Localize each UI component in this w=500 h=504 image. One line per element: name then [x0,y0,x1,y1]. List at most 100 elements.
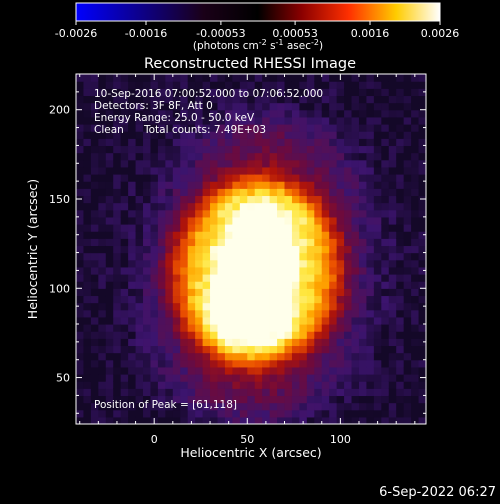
heatmap-cell [254,188,263,197]
heatmap-cell [277,266,286,275]
heatmap-cell [180,88,189,97]
heatmap-cell [262,209,271,218]
heatmap-cell [217,352,226,361]
heatmap-cell [403,124,412,132]
heatmap-cell [262,159,271,168]
heatmap-cell [381,324,390,332]
heatmap-cell [403,166,412,175]
heatmap-cell [314,374,323,382]
heatmap-cell [150,316,159,325]
heatmap-cell [113,166,122,175]
heatmap-cell [299,359,308,368]
heatmap-cell [143,309,152,318]
heatmap-cell [366,181,375,189]
heatmap-cell [76,152,85,161]
heatmap-cell [403,216,412,225]
heatmap-cell [351,145,360,154]
heatmap-cell [418,245,426,254]
heatmap-cell [120,245,129,254]
heatmap-cell [217,395,226,404]
heatmap-cell [351,352,360,361]
heatmap-cell [195,274,204,282]
heatmap-cell [202,331,211,339]
heatmap-cell [254,166,263,175]
heatmap-cell [113,281,122,289]
heatmap-cell [150,145,159,154]
heatmap-cell [135,338,144,347]
heatmap-cell [366,381,375,389]
heatmap-cell [247,195,256,204]
heatmap-cell [143,145,152,154]
heatmap-cell [187,216,196,225]
heatmap-cell [269,124,278,132]
heatmap-cell [76,188,85,197]
heatmap-cell [388,359,397,368]
heatmap-cell [98,231,107,239]
heatmap-cell [314,102,323,111]
heatmap-cell [366,352,375,361]
heatmap-cell [150,209,159,218]
heatmap-cell [217,416,226,424]
heatmap-cell [157,238,166,247]
heatmap-cell [135,74,144,82]
heatmap-cell [299,159,308,168]
heatmap-cell [180,159,189,168]
heatmap-cell [344,274,353,282]
heatmap-cell [76,416,85,424]
heatmap-cell [195,345,204,354]
heatmap-cell [358,288,368,297]
heatmap-cell [239,124,248,132]
heatmap-cell [291,202,301,211]
heatmap-cell [105,238,114,247]
heatmap-cell [321,366,330,375]
heatmap-cell [336,124,345,132]
heatmap-cell [180,274,189,282]
heatmap-cell [269,174,278,182]
heatmap-cell [195,338,204,347]
heatmap-cell [128,274,137,282]
heatmap-cell [98,359,107,368]
heatmap-cell [180,138,189,147]
heatmap-cell [128,74,137,82]
heatmap-cell [254,74,263,82]
heatmap-cell [172,309,181,318]
heatmap-cell [254,374,263,382]
heatmap-cell [83,124,92,132]
heatmap-cell [247,395,256,404]
heatmap-cell [172,288,181,297]
heatmap-cell [344,124,353,132]
heatmap-cell [120,209,129,218]
heatmap-cell [403,338,412,347]
heatmap-cell [388,138,397,147]
heatmap-cell [202,359,211,368]
heatmap-cell [373,231,382,239]
heatmap-cell [396,88,405,97]
heatmap-cell [195,281,204,289]
heatmap-cell [76,288,85,297]
heatmap-cell [143,381,152,389]
heatmap-cell [172,131,181,139]
heatmap-cell [336,252,345,261]
heatmap-cell [120,331,129,339]
heatmap-cell [321,266,330,275]
heatmap-cell [306,374,315,382]
heatmap-cell [344,109,353,118]
heatmap-cell [284,216,293,225]
heatmap-cell [187,395,196,404]
heatmap-cell [90,159,99,168]
heatmap-cell [90,302,99,311]
heatmap-cell [232,395,241,404]
heatmap-cell [113,81,122,89]
heatmap-cell [172,409,181,418]
heatmap-cell [299,388,308,397]
heatmap-cell [284,224,293,232]
heatmap-cell [366,309,375,318]
heatmap-cell [135,359,144,368]
heatmap-cell [381,202,390,211]
heatmap-cell [388,345,397,354]
heatmap-cell [388,181,397,189]
heatmap-cell [83,202,92,211]
heatmap-cell [232,345,241,354]
heatmap-cell [76,388,85,397]
heatmap-cell [254,395,263,404]
